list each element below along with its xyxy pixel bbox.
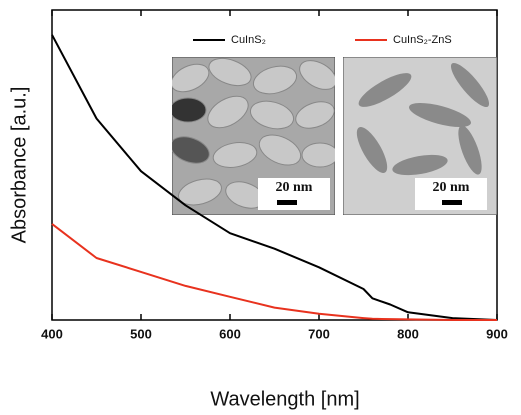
scale-bar-label: 20 nm: [276, 180, 313, 195]
line: [51, 223, 497, 321]
x-tick-label: 700: [308, 326, 330, 341]
x-tick-label: 900: [486, 326, 508, 341]
inset-left: 20 nm: [172, 57, 335, 215]
legend-label: CuInS₂-ZnS: [393, 34, 452, 46]
inset-right: 20 nm: [343, 57, 497, 215]
x-tick-label: 600: [219, 326, 241, 341]
y-axis-label: Absorbance [a.u.]: [8, 87, 30, 244]
x-axis-label: Wavelength [nm]: [210, 388, 359, 410]
scale-bar-label: 20 nm: [433, 180, 470, 195]
line: [51, 34, 498, 321]
x-tick-label: 800: [397, 326, 419, 341]
legend-label: CuInS₂: [231, 34, 266, 46]
x-tick-label: 500: [130, 326, 152, 341]
x-tick-label: 400: [41, 326, 63, 341]
